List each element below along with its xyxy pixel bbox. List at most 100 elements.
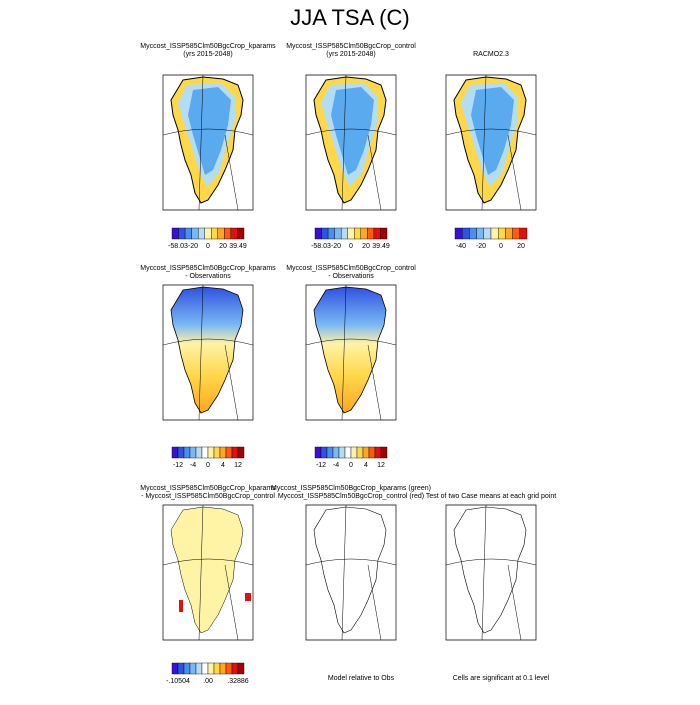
footnote: Model relative to Obs [328,675,395,682]
colorbar-swatch [219,446,227,459]
colorbar-label: 39.49 [229,243,247,250]
colorbar-swatch [211,227,219,240]
colorbar-label: -.10504 [166,678,190,685]
colorbar-label: 20 [362,243,370,250]
colorbar-swatch [469,227,477,240]
colorbar-swatch [327,227,335,240]
colorbar-label: -40 [456,243,466,250]
colorbar-swatch [230,227,238,240]
colorbar-swatch [380,227,388,240]
colorbar-swatch [334,227,342,240]
colorbar-swatch [201,662,209,675]
colorbar-label: 4 [364,462,368,469]
latitude [162,338,254,346]
colorbar-swatch [207,662,215,675]
latitude [305,128,397,136]
frame [162,504,254,641]
panel-title: Myccost_ISSP585Clm50BgcCrop_kparams [140,485,276,492]
map [445,504,537,641]
colorbar-swatch [356,446,364,459]
panel-title: Myccost_ISSP585Clm50BgcCrop_kparams [140,43,276,50]
colorbar-swatch [213,662,221,675]
latitude [305,338,397,346]
colorbar-swatch [347,227,355,240]
colorbar-label: -12 [173,462,183,469]
panel-title: Myccost_ISSP585Clm50BgcCrop_kparams (gre… [271,485,431,492]
colorbar-swatch [231,662,239,675]
colorbar-label: 0 [499,243,503,250]
colorbar-label: .32886 [227,678,249,685]
colorbar-swatch [184,227,192,240]
map [162,504,254,641]
colorbar-label: -12 [316,462,326,469]
colorbar-swatch [171,446,179,459]
colorbar-swatch [183,662,191,675]
latitude [445,128,537,136]
colorbar-swatch [462,227,470,240]
map [162,74,254,211]
latitude [162,558,254,566]
colorbar-label: 0 [349,462,353,469]
colorbar-label: -4 [190,462,196,469]
colorbar-swatch [373,227,381,240]
colorbar-swatch [320,446,328,459]
colorbar-label: 12 [377,462,385,469]
colorbar-swatch [204,227,212,240]
panel-title: - Observations [185,273,231,280]
ice [331,87,374,175]
anomaly [179,600,183,612]
colorbar-swatch [368,446,376,459]
colorbar-label: 4 [221,462,225,469]
colorbar-label: -20 [476,243,486,250]
colorbar-label: -58.03 [168,243,188,250]
colorbar-swatch [360,227,368,240]
colorbar-swatch [183,446,191,459]
meridian [198,284,239,421]
colorbar-swatch [237,446,245,459]
colorbar-swatch [321,227,329,240]
colorbar-swatch [201,446,209,459]
colorbar-swatch [195,446,203,459]
footnote: Cells are significant at 0.1 level [453,675,550,682]
colorbar-swatch [207,446,215,459]
colorbar-swatch [171,227,179,240]
ice [471,87,514,175]
colorbar-swatch [519,227,528,240]
panel-title: Myccost_ISSP585Clm50BgcCrop_control (red… [278,493,424,500]
meridian [341,74,382,211]
frame [305,504,397,641]
colorbar-swatch [344,446,352,459]
meridian [198,74,239,211]
frame [305,284,397,421]
colorbar-label: -20 [331,243,341,250]
colorbar-swatch [171,662,179,675]
colorbar-swatch [340,227,348,240]
colorbar-swatch [219,662,227,675]
colorbar-label: -20 [188,243,198,250]
colorbar-swatch [476,227,485,240]
colorbar-swatch [314,227,322,240]
colorbar-swatch [195,662,203,675]
panel-title: Myccost_ISSP585Clm50BgcCrop_control [286,265,416,272]
colorbar-swatch [177,446,185,459]
panel-title: (yrs 2015-2048) [183,51,232,58]
map [305,284,397,421]
latitude [162,128,254,136]
meridian [341,504,382,641]
colorbar-swatch [483,227,492,240]
frame [305,74,397,211]
frame [162,284,254,421]
colorbar-swatch [217,227,225,240]
map [305,504,397,641]
colorbar-swatch [191,227,199,240]
colorbar-swatch [362,446,370,459]
frame [162,74,254,211]
colorbar-label: -4 [333,462,339,469]
colorbar-swatch [326,446,334,459]
colorbar-swatch [224,227,232,240]
colorbar-swatch [237,662,245,675]
colorbar-label: 20 [517,243,525,250]
colorbar-swatch [367,227,375,240]
colorbar-label: 0 [206,462,210,469]
